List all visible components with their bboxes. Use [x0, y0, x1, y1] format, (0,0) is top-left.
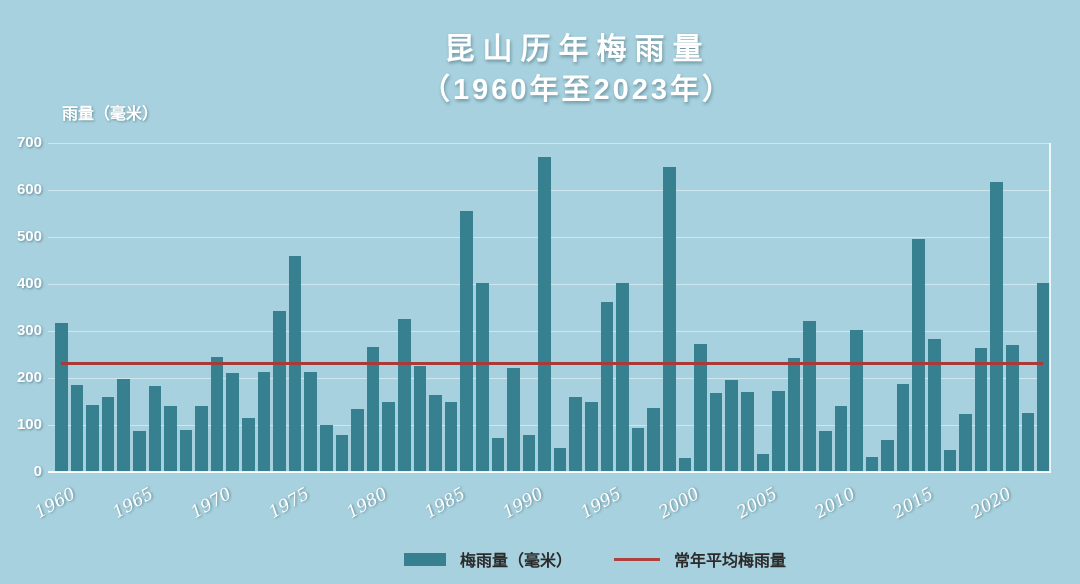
chart-title-line1: 昆山历年梅雨量: [444, 33, 711, 66]
bar-1965: [132, 430, 146, 472]
bar-1964: [117, 378, 130, 472]
x-tick-label-1975: 1975: [265, 484, 314, 523]
x-tick-label-1970: 1970: [187, 484, 236, 523]
x-tick-label-1985: 1985: [421, 484, 470, 523]
bar-1987: [475, 282, 489, 472]
bar-1979: [351, 408, 364, 472]
legend-line-swatch: [614, 557, 660, 561]
y-tick-label-400: 400: [16, 275, 42, 292]
bar-1963: [101, 396, 115, 472]
bar-2007: [787, 357, 801, 472]
legend-bar-label: 梅雨量（毫米）: [459, 553, 572, 570]
bar-1980: [366, 347, 380, 472]
bar-1962: [86, 405, 99, 472]
bar-2012: [865, 456, 879, 472]
bar-2010: [834, 406, 848, 472]
bar-1970: [210, 356, 224, 472]
bar-2021: [1005, 345, 1019, 472]
bar-1972: [242, 417, 255, 472]
bar-1990: [522, 435, 536, 472]
bar-1978: [335, 435, 349, 472]
bar-2006: [772, 390, 785, 472]
bar-1997: [631, 428, 645, 472]
bar-2013: [881, 440, 894, 472]
y-tick-label-600: 600: [16, 181, 42, 198]
legend-bar-swatch: [403, 552, 446, 566]
bar-1985: [444, 401, 458, 472]
bar-2022: [1021, 413, 1035, 472]
bar-1969: [195, 406, 208, 472]
bar-2002: [709, 393, 723, 472]
x-tick-label-1980: 1980: [343, 484, 392, 523]
bar-1960: [55, 322, 68, 472]
bar-1982: [397, 319, 411, 472]
x-tick-label-2015: 2015: [889, 484, 937, 523]
bar-1961: [70, 384, 84, 472]
bar-1977: [320, 425, 333, 472]
plot-right-border: [1049, 143, 1051, 472]
bar-1981: [382, 401, 395, 472]
bar-1967: [164, 406, 177, 472]
average-line: [61, 362, 1044, 366]
bar-1986: [460, 211, 473, 472]
bar-2016: [928, 339, 941, 472]
bar-2001: [694, 344, 707, 472]
bar-1998: [647, 407, 660, 472]
bar-1999: [663, 166, 676, 472]
y-tick-label-200: 200: [16, 369, 42, 386]
legend: 梅雨量（毫米） 常年平均梅雨量: [0, 547, 1080, 571]
bar-1996: [616, 282, 629, 472]
x-tick-label-1965: 1965: [109, 484, 158, 523]
bar-2015: [912, 239, 926, 472]
bar-2018: [959, 414, 972, 472]
bar-1971: [226, 373, 240, 472]
bar-2019: [974, 348, 988, 472]
bar-1992: [553, 447, 567, 472]
x-axis-baseline: [48, 471, 1051, 473]
y-tick-label-100: 100: [16, 416, 42, 433]
bar-2008: [803, 320, 816, 472]
bar-1984: [429, 395, 442, 472]
bar-2023: [1037, 282, 1050, 472]
x-tick-label-2005: 2005: [733, 484, 781, 523]
chart-title: 昆山历年梅雨量 （1960年至2023年）: [75, 30, 1080, 110]
bar-2000: [678, 457, 692, 472]
bar-1989: [507, 367, 520, 472]
y-axis-unit-label: 雨量（毫米）: [62, 106, 159, 123]
legend-line-label: 常年平均梅雨量: [674, 553, 787, 570]
bar-1968: [179, 429, 193, 472]
bar-1994: [585, 402, 598, 472]
bar-1988: [491, 437, 505, 472]
x-tick-label-1960: 1960: [31, 484, 80, 523]
y-tick-label-700: 700: [16, 134, 42, 151]
bar-1976: [304, 371, 318, 472]
bar-2005: [756, 454, 770, 472]
chart-title-line2: （1960年至2023年）: [420, 73, 735, 106]
bar-1991: [538, 157, 551, 472]
bar-1974: [273, 311, 286, 472]
plot-area: [48, 143, 1051, 473]
y-tick-label-0: 0: [33, 463, 42, 480]
y-tick-label-300: 300: [16, 322, 42, 339]
x-tick-label-1995: 1995: [577, 484, 625, 523]
bar-2004: [740, 392, 754, 472]
bar-2020: [990, 182, 1003, 472]
bar-2011: [850, 330, 863, 472]
bar-2003: [725, 380, 738, 472]
gridline-700: [48, 143, 1051, 144]
bar-1995: [600, 301, 614, 472]
bar-1993: [569, 396, 583, 472]
bar-1983: [413, 365, 427, 472]
bar-1966: [148, 386, 162, 472]
bar-2009: [818, 430, 832, 472]
bar-2017: [943, 449, 957, 472]
x-tick-label-2020: 2020: [967, 484, 1015, 523]
x-tick-label-2010: 2010: [811, 484, 859, 523]
bar-2014: [896, 384, 910, 472]
bar-1973: [257, 371, 271, 472]
x-tick-label-2000: 2000: [655, 484, 703, 523]
y-tick-label-500: 500: [16, 228, 42, 245]
x-tick-label-1990: 1990: [499, 484, 547, 523]
